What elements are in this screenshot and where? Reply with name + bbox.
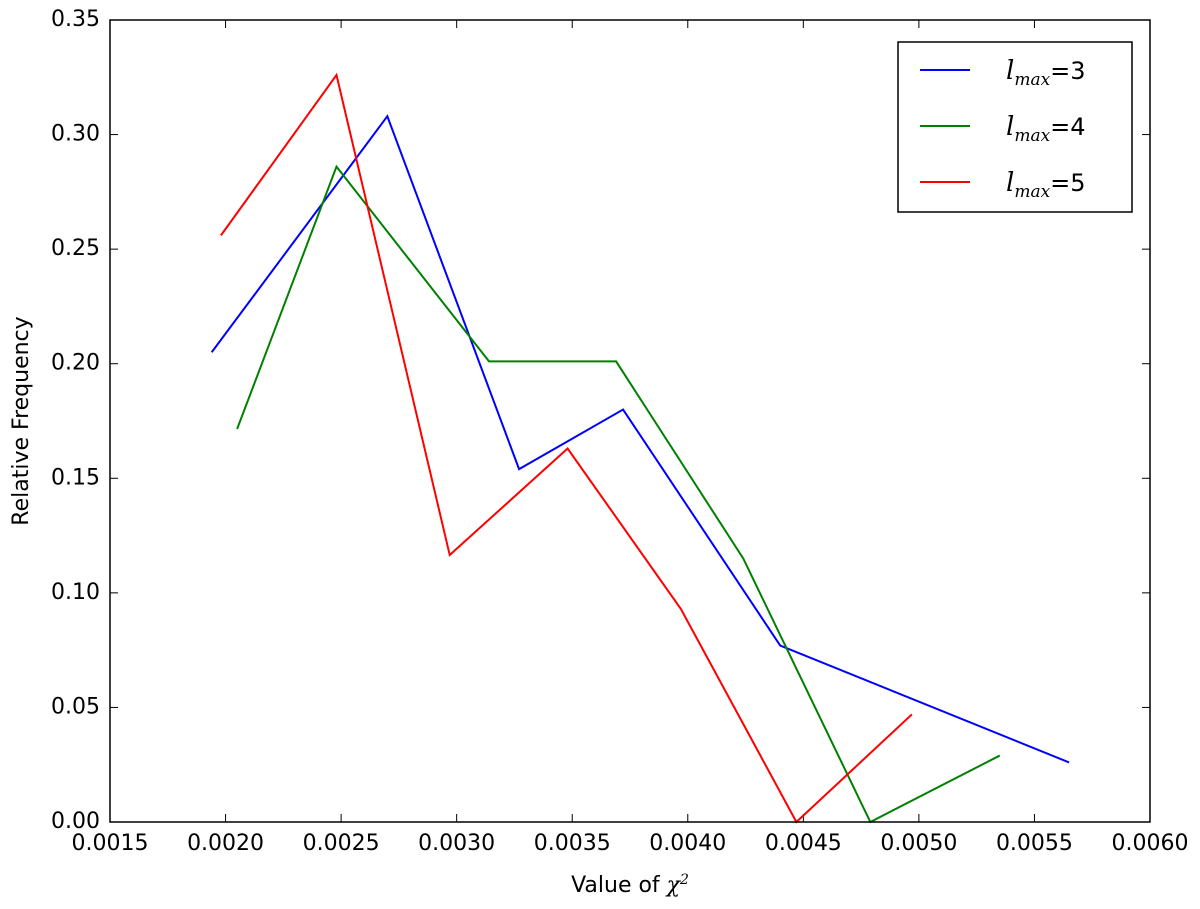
- y-tick-label: 0.10: [51, 580, 100, 605]
- plot-frame: [109, 19, 1151, 823]
- x-tick-label: 0.0055: [996, 831, 1073, 856]
- x-tick-label: 0.0035: [534, 831, 611, 856]
- y-tick-label: 0.30: [51, 122, 100, 147]
- y-axis-label: Relative Frequency: [9, 316, 34, 525]
- y-tick-label: 0.35: [51, 7, 100, 32]
- legend-label: lmax=3: [1006, 56, 1086, 90]
- x-tick-label: 0.0030: [418, 831, 495, 856]
- x-tick-label: 0.0020: [187, 831, 264, 856]
- y-tick-label: 0.05: [51, 694, 100, 719]
- y-tick-label: 0.15: [51, 465, 100, 490]
- x-tick-label: 0.0050: [880, 831, 957, 856]
- x-tick-label: 0.0040: [649, 831, 726, 856]
- legend-label: lmax=4: [1006, 112, 1086, 146]
- x-axis-label: Value of χ2: [571, 872, 689, 898]
- legend-label: lmax=5: [1006, 168, 1086, 202]
- data-line: [236, 164, 1001, 824]
- x-tick-label: 0.0045: [765, 831, 842, 856]
- x-tick-label: 0.0060: [1112, 831, 1189, 856]
- y-tick-label: 0.00: [51, 809, 100, 834]
- x-tick-label: 0.0015: [72, 831, 149, 856]
- y-tick-label: 0.25: [51, 236, 100, 261]
- data-line: [220, 72, 913, 824]
- data-line: [210, 114, 1070, 764]
- x-tick-label: 0.0025: [303, 831, 380, 856]
- y-tick-label: 0.20: [51, 351, 100, 376]
